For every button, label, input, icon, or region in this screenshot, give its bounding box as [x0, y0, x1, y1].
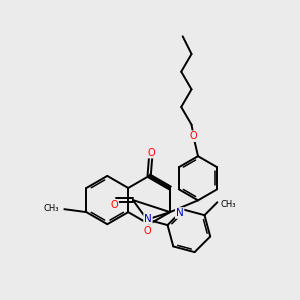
Text: O: O — [110, 200, 118, 210]
Text: N: N — [144, 214, 152, 224]
Text: CH₃: CH₃ — [44, 204, 59, 213]
Text: N: N — [176, 208, 184, 218]
Text: CH₃: CH₃ — [221, 200, 236, 209]
Text: O: O — [189, 131, 197, 141]
Text: O: O — [148, 148, 155, 158]
Text: O: O — [144, 226, 152, 236]
